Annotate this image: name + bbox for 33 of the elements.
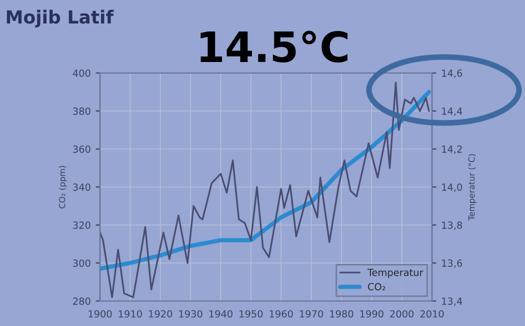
y2-tick-label: 13,8	[442, 221, 462, 230]
y-tick-label: 400	[72, 69, 90, 77]
x-tick-label: 1950	[240, 310, 263, 318]
y2-tick-label: 14,0	[442, 183, 462, 192]
y2-tick-label: 14,4	[442, 108, 462, 116]
y2-axis-title: Temperatur (°C)	[468, 154, 476, 221]
chart-title: Mojib Latif	[6, 10, 114, 28]
line-series	[100, 82, 430, 298]
y-tick-label: 320	[73, 221, 90, 229]
y-tick-label: 340	[73, 183, 90, 191]
x-tick-label: 2000	[390, 310, 414, 318]
x-tick-label: 1980	[330, 310, 354, 318]
y-tick-label: 380	[73, 107, 90, 115]
legend-label: CO₂	[368, 283, 386, 290]
y-tick-label: 280	[73, 297, 90, 305]
x-tick-label: 1940	[209, 310, 232, 318]
x-tick-label: 1970	[300, 310, 323, 318]
x-tick-label: 1900	[88, 310, 112, 318]
y-axis-title: CO₂ (ppm)	[58, 166, 67, 208]
legend-label: Temperatur	[367, 268, 424, 278]
y2-tick-label: 13,4	[442, 297, 462, 306]
x-tick-label: 1960	[270, 310, 293, 318]
x-tick-label: 1990	[360, 310, 384, 318]
x-tick-label: 1930	[179, 310, 202, 318]
text: 14.5°C	[200, 30, 348, 63]
x-tick-label: 1920	[149, 310, 172, 318]
x-tick-label: 1910	[118, 310, 142, 318]
y2-tick-label: 13,6	[442, 259, 462, 268]
y-tick-label: 300	[73, 259, 90, 267]
y-tick-label: 360	[73, 145, 90, 153]
y2-tick-label: 14,6	[442, 69, 462, 78]
y2-tick-label: 14,2	[442, 145, 462, 154]
x-tick-label: 2010	[420, 310, 444, 318]
